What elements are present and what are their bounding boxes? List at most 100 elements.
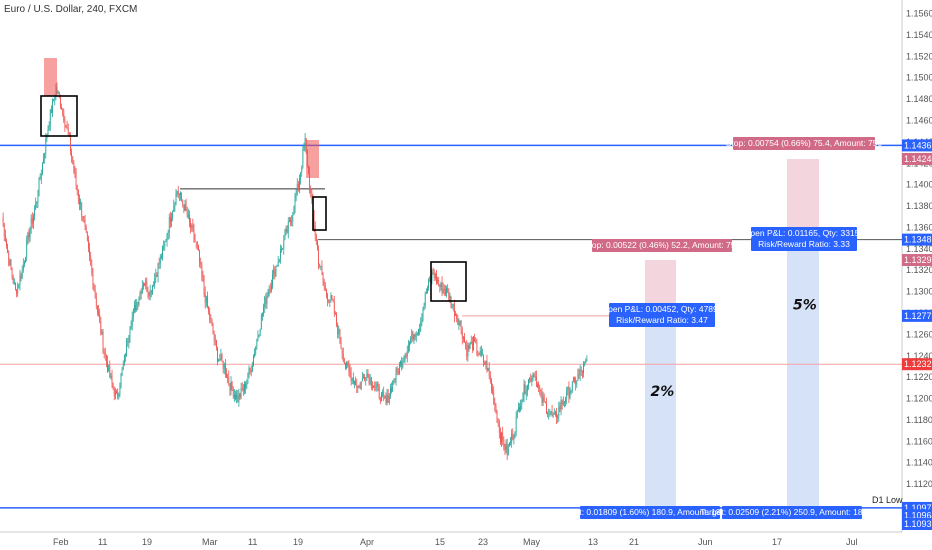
candle-body [547, 413, 548, 415]
candle-body [48, 125, 50, 130]
candle-body [533, 373, 535, 378]
candle-body [165, 241, 167, 242]
candle-body [329, 300, 331, 302]
candle-body [332, 299, 334, 303]
candle-body [79, 198, 80, 205]
x-tick-label: 19 [293, 537, 303, 547]
candle-body [357, 385, 359, 388]
candle-body [484, 362, 486, 365]
candle-body [364, 377, 366, 380]
candle-body [551, 411, 553, 416]
candle-body [108, 365, 110, 372]
candle-body [550, 411, 552, 413]
candle-body [141, 286, 143, 294]
price-badge-text: 1.10977 [904, 503, 932, 513]
x-tick-label: May [523, 537, 541, 547]
y-tick-label: 1.15200 [906, 51, 932, 61]
candle-body [407, 345, 409, 351]
candle-body [247, 378, 249, 383]
candle-body [164, 241, 166, 247]
candle-body [34, 209, 35, 216]
candle-body [295, 194, 297, 198]
candle-body [457, 318, 459, 325]
candle-body [263, 306, 264, 314]
candle-body [439, 284, 441, 287]
d1-low-label: D1 Low [872, 495, 903, 505]
candle-body [86, 232, 88, 240]
candle-body [52, 99, 53, 114]
candle-body [255, 346, 257, 354]
x-tick-label: 11 [98, 537, 107, 547]
candle-body [375, 385, 377, 387]
candle-body [326, 290, 327, 295]
x-tick-label: 21 [629, 537, 639, 547]
candle-body [321, 266, 323, 273]
candle-body [172, 211, 174, 218]
candle-body [495, 405, 497, 413]
candle-body [513, 435, 515, 440]
candle-body [145, 280, 147, 286]
candle-body [416, 333, 418, 335]
candle-body [461, 330, 463, 339]
candle-body [521, 399, 523, 405]
candle-body [561, 400, 563, 405]
pnl-label-text: Open P&L: 0.00452, Qty: 47892 [602, 304, 723, 314]
candle-body [338, 329, 340, 335]
candle-body [373, 386, 374, 388]
candle-body [103, 351, 105, 353]
candle-body [58, 92, 60, 98]
position-risk-percent: 2% [651, 384, 675, 400]
candle-body [156, 274, 158, 277]
candle-body [374, 386, 376, 388]
candle-body [168, 217, 170, 233]
candle-body [139, 291, 141, 298]
candle-body [232, 389, 234, 398]
candle-body [386, 395, 388, 403]
pattern-box [312, 196, 327, 231]
candle-body [92, 273, 94, 288]
candle-body [201, 263, 203, 276]
candle-body [441, 282, 443, 294]
candle-body [579, 369, 581, 375]
candle-body [569, 391, 571, 398]
candle-body [519, 407, 520, 411]
candle-body [218, 359, 220, 362]
candle-body [556, 412, 557, 419]
candle-body [553, 413, 555, 415]
candle-body [214, 340, 216, 341]
candle-body [180, 192, 181, 195]
candle-body [424, 293, 426, 306]
candle-body [163, 246, 165, 247]
candle-body [311, 192, 313, 201]
candle-body [75, 173, 77, 186]
candle-body [227, 376, 229, 378]
candle-body [136, 302, 138, 311]
candle-body [358, 385, 360, 387]
candle-body [271, 285, 272, 291]
candle-body [211, 320, 213, 326]
candle-body [72, 156, 74, 164]
candle-body [488, 368, 490, 377]
candle-body [273, 269, 275, 275]
candle-body [436, 273, 437, 283]
candle-body [248, 368, 250, 379]
candle-body [85, 226, 87, 233]
candle-body [560, 400, 562, 410]
candle-body [497, 422, 499, 424]
pattern-box [40, 95, 78, 137]
candle-body [366, 373, 368, 379]
candle-body [253, 355, 254, 366]
candle-body [549, 412, 551, 414]
candle-body [447, 288, 449, 292]
candle-body [574, 378, 575, 380]
candle-body [331, 295, 333, 300]
candle-body [573, 378, 574, 382]
candle-body [455, 314, 456, 316]
candle-body [296, 184, 298, 195]
price-badge [902, 254, 932, 267]
candle-body [466, 345, 468, 357]
candle-body [190, 221, 192, 228]
candle-body [110, 375, 112, 378]
candle-body [40, 173, 42, 179]
candle-body [324, 285, 326, 291]
